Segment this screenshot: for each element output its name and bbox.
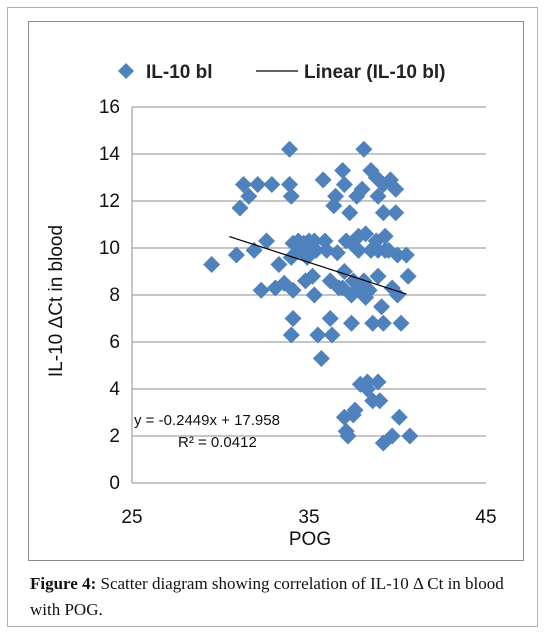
scatter-point [323,326,341,344]
caption-text: Scatter diagram showing correlation of I… [30,574,504,619]
legend-series-label: IL-10 bl [146,62,213,83]
scatter-point [281,140,299,158]
scatter-point [357,225,375,243]
tick-labels: 0 2 4 6 8 10 12 14 16 25 35 45 [99,97,497,528]
scatter-point [304,267,322,285]
scatter-point [307,241,325,259]
y-tick-label: 14 [99,144,121,165]
scatter-point [334,161,352,179]
scatter-point [399,267,417,285]
scatter-point [252,281,270,299]
scatter-point [282,326,300,344]
scatter-point [383,427,401,445]
y-axis-title: IL-10 ΔCt in blood [46,225,67,377]
scatter-point [369,187,387,205]
scatter-point [376,227,394,245]
y-tick-label: 10 [99,238,120,259]
figure-box: 0 2 4 6 8 10 12 14 16 25 35 45 IL-10 bl Linear (IL-… [7,7,538,627]
trendline-layer [229,235,407,295]
scatter-point [263,176,281,194]
scatter-point [374,204,392,222]
scatter-point [328,244,346,262]
scatter-point [401,427,419,445]
scatter-point [284,310,302,327]
scatter-point [281,176,299,194]
scatter-point [369,373,387,391]
scatter-point [341,204,359,222]
r-squared-label: R² = 0.0412 [178,434,257,451]
scatter-point [321,310,339,327]
scatter-point [312,349,330,367]
scatter-point [258,232,276,250]
scatter-point [305,286,323,304]
scatter-point [389,286,406,304]
caption-label: Figure 4: [30,574,97,593]
scatter-point [387,180,405,198]
y-tick-label: 6 [109,332,120,353]
scatter-point [397,246,415,264]
y-tick-label: 2 [109,426,120,447]
scatter-chart: 0 2 4 6 8 10 12 14 16 25 35 45 IL-10 bl Linear (IL-… [28,21,524,561]
scatter-point [353,180,371,198]
scatter-point [314,171,332,189]
scatter-point [231,199,249,217]
scatter-point [240,187,258,205]
scatter-point [373,298,391,316]
y-tick-label: 4 [109,379,120,400]
x-tick-label: 35 [298,507,319,528]
x-axis-title: POG [289,529,331,550]
scatter-point [346,401,364,419]
scatter-point [309,326,327,344]
scatter-point [358,380,376,398]
scatter-point [350,241,368,259]
scatter-point [342,314,360,332]
scatter-point [364,314,382,332]
scatter-point [282,187,300,205]
x-tick-label: 25 [121,507,142,528]
scatter-point [284,281,302,299]
scatter-point [339,427,357,445]
trendline [229,235,407,295]
scatter-point [355,140,373,158]
scatter-point [389,246,406,264]
scatter-point [235,176,253,194]
scatter-point [387,204,405,222]
scatter-point [249,176,267,194]
scatter-point [392,314,410,332]
legend: IL-10 bl Linear (IL-10 bl) [118,62,445,83]
y-tick-label: 12 [99,191,120,212]
scatter-point [227,246,245,264]
scatter-point [390,408,408,426]
scatter-point [369,267,387,285]
trendline-equation: y = -0.2449x + 17.958 [134,412,280,429]
grid-lines [131,106,486,484]
scatter-point [270,255,288,273]
data-points [203,140,419,452]
scatter-point [327,187,345,205]
y-tick-label: 16 [99,97,120,118]
scatter-point [203,255,221,273]
legend-trendline-label: Linear (IL-10 bl) [304,62,445,83]
legend-marker-diamond [118,63,134,79]
scatter-point [374,314,392,332]
scatter-point [335,176,353,194]
scatter-point [371,392,389,410]
y-tick-label: 8 [109,285,120,306]
scatter-point [360,281,378,299]
y-tick-label: 0 [109,473,120,494]
figure-caption: Figure 4: Scatter diagram showing correl… [30,571,535,623]
x-tick-label: 45 [475,507,496,528]
